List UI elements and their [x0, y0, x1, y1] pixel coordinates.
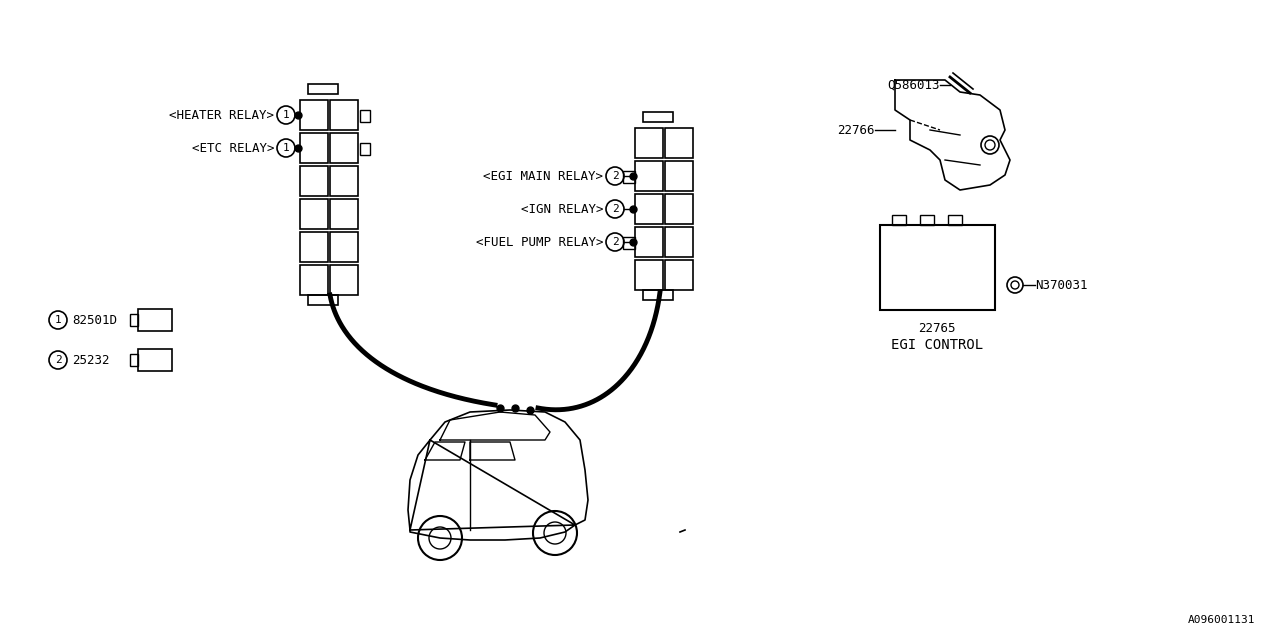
Text: 2: 2 [612, 237, 618, 247]
Text: 2: 2 [55, 355, 61, 365]
Bar [920, 215, 934, 225]
Bar [330, 133, 358, 163]
Text: 1: 1 [283, 110, 289, 120]
Bar [623, 171, 635, 183]
Bar [892, 215, 906, 225]
Bar [635, 194, 663, 224]
Bar [635, 128, 663, 158]
Bar [635, 161, 663, 191]
Text: <ETC RELAY>: <ETC RELAY> [192, 141, 274, 154]
Bar [308, 295, 338, 305]
Text: N370031: N370031 [1036, 278, 1088, 291]
Bar [666, 227, 692, 257]
Bar [300, 100, 328, 130]
Bar [643, 290, 673, 300]
Bar [666, 128, 692, 158]
Bar [360, 143, 370, 155]
Bar [635, 227, 663, 257]
Text: 22765: 22765 [918, 321, 956, 335]
Text: <EGI MAIN RELAY>: <EGI MAIN RELAY> [483, 170, 603, 182]
Bar [330, 100, 358, 130]
Bar [330, 199, 358, 229]
Bar [308, 84, 338, 94]
Bar [330, 265, 358, 295]
Bar [138, 309, 172, 331]
Bar [300, 199, 328, 229]
Bar [330, 232, 358, 262]
Bar [131, 314, 138, 326]
Bar [666, 161, 692, 191]
Text: 2: 2 [612, 204, 618, 214]
Bar [138, 349, 172, 371]
Bar [948, 215, 963, 225]
Bar [360, 110, 370, 122]
Bar [635, 260, 663, 290]
Text: 82501D: 82501D [72, 314, 116, 326]
Bar [300, 133, 328, 163]
Text: 1: 1 [55, 315, 61, 325]
Text: 25232: 25232 [72, 353, 110, 367]
Text: EGI CONTROL: EGI CONTROL [891, 338, 983, 352]
Bar [300, 265, 328, 295]
Text: Q586013: Q586013 [887, 79, 940, 92]
Text: <IGN RELAY>: <IGN RELAY> [521, 202, 603, 216]
Bar [666, 194, 692, 224]
Text: 22766: 22766 [837, 124, 876, 136]
Bar [330, 166, 358, 196]
Text: A096001131: A096001131 [1188, 615, 1254, 625]
Bar [300, 166, 328, 196]
Bar [300, 232, 328, 262]
Bar [666, 260, 692, 290]
Bar [881, 225, 995, 310]
Text: 1: 1 [283, 143, 289, 153]
Bar [623, 237, 635, 249]
Text: <FUEL PUMP RELAY>: <FUEL PUMP RELAY> [475, 236, 603, 248]
Bar [131, 354, 138, 366]
Text: <HEATER RELAY>: <HEATER RELAY> [169, 109, 274, 122]
Text: 2: 2 [612, 171, 618, 181]
Bar [643, 112, 673, 122]
